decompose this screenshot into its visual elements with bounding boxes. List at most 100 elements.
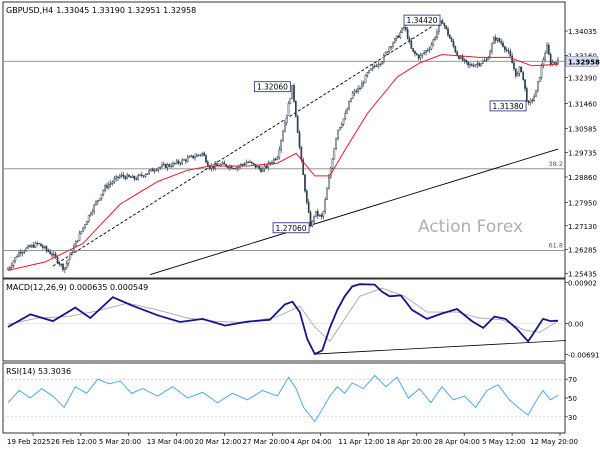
price-layer: 38.2 61.8 1.32060 1.27060 1.34420 1.31380 bbox=[3, 14, 565, 276]
candle-up bbox=[403, 26, 405, 29]
candle-down bbox=[445, 25, 448, 29]
candle-up bbox=[344, 113, 347, 120]
candle-up bbox=[419, 55, 422, 59]
candle-down bbox=[274, 158, 277, 160]
candle-up bbox=[425, 50, 427, 53]
candle-down bbox=[243, 164, 246, 166]
candle-down bbox=[269, 162, 272, 164]
candle-up bbox=[91, 211, 94, 215]
watermark-text: Action Forex bbox=[418, 217, 523, 237]
candle-up bbox=[74, 240, 77, 247]
candle-down bbox=[7, 268, 9, 270]
candle-up bbox=[14, 256, 17, 262]
candle-up bbox=[340, 123, 343, 128]
candle-up bbox=[109, 183, 112, 185]
candle-up bbox=[18, 251, 20, 257]
candle-up bbox=[12, 260, 15, 266]
price-annotation-box bbox=[253, 81, 291, 93]
candle-up bbox=[351, 92, 354, 99]
candle-up bbox=[476, 63, 479, 65]
candle-up bbox=[342, 118, 345, 125]
time-tick-label: 20 Mar 12:00 bbox=[195, 438, 242, 446]
candle-up bbox=[195, 154, 198, 158]
candle-down bbox=[555, 62, 558, 65]
candle-up bbox=[111, 181, 114, 184]
candle-up bbox=[197, 154, 200, 156]
candle-down bbox=[227, 166, 229, 169]
rsi-line bbox=[7, 374, 559, 423]
candle-up bbox=[434, 37, 437, 40]
rsi-panel bbox=[2, 362, 566, 434]
candle-up bbox=[469, 64, 471, 66]
candle-down bbox=[547, 44, 550, 55]
candle-up bbox=[161, 164, 163, 168]
candle-down bbox=[522, 71, 525, 80]
candle-down bbox=[164, 163, 167, 168]
candle-down bbox=[223, 162, 226, 165]
candle-down bbox=[507, 50, 510, 52]
candle-down bbox=[19, 251, 22, 254]
price-annotation-label: 1.34420 bbox=[407, 16, 438, 25]
candle-up bbox=[313, 215, 316, 222]
candle-down bbox=[309, 212, 312, 227]
candle-down bbox=[316, 211, 319, 216]
channel-dashed-line bbox=[52, 19, 443, 267]
candle-up bbox=[166, 164, 169, 168]
candle-up bbox=[267, 162, 270, 168]
candle-down bbox=[293, 85, 295, 102]
candle-up bbox=[16, 256, 19, 258]
candle-up bbox=[289, 98, 292, 104]
candle-up bbox=[485, 59, 488, 61]
candle-up bbox=[338, 127, 341, 131]
candle-up bbox=[326, 188, 328, 200]
price-annotation-label: 1.31380 bbox=[493, 102, 524, 111]
candle-up bbox=[153, 170, 156, 172]
candle-up bbox=[221, 162, 224, 165]
candle-up bbox=[533, 96, 536, 101]
candle-up bbox=[98, 198, 101, 201]
candle-up bbox=[518, 66, 521, 74]
candle-down bbox=[520, 66, 523, 73]
candle-up bbox=[93, 204, 96, 212]
macd-layer bbox=[3, 283, 567, 356]
candle-up bbox=[139, 174, 141, 176]
candle-up bbox=[542, 59, 545, 67]
candle-up bbox=[96, 200, 99, 203]
candle-down bbox=[355, 90, 358, 92]
candle-up bbox=[78, 233, 81, 241]
candle-up bbox=[249, 161, 251, 163]
candle-down bbox=[216, 163, 218, 166]
candle-down bbox=[447, 28, 449, 36]
candle-up bbox=[381, 61, 383, 65]
candle-up bbox=[150, 168, 152, 171]
candle-down bbox=[503, 46, 506, 51]
candle-up bbox=[188, 156, 191, 159]
candle-up bbox=[291, 85, 294, 99]
candle-down bbox=[265, 165, 268, 168]
candle-down bbox=[106, 185, 108, 188]
candle-up bbox=[544, 52, 547, 60]
candle-up bbox=[353, 90, 356, 94]
candle-up bbox=[95, 201, 97, 206]
candle-up bbox=[401, 27, 404, 33]
candle-down bbox=[300, 146, 303, 160]
candle-up bbox=[390, 46, 393, 48]
candle-down bbox=[525, 88, 528, 102]
candle-down bbox=[140, 174, 143, 176]
candle-down bbox=[135, 178, 138, 180]
candle-down bbox=[124, 176, 127, 180]
candle-down bbox=[452, 41, 455, 47]
candle-up bbox=[395, 35, 398, 39]
candle-up bbox=[126, 174, 129, 180]
candle-up bbox=[423, 52, 426, 54]
candle-up bbox=[557, 59, 559, 65]
candle-up bbox=[368, 69, 371, 74]
candle-up bbox=[146, 173, 149, 175]
candle-up bbox=[282, 131, 284, 141]
candle-up bbox=[492, 37, 495, 45]
rsi-title: RSI(14) 53.3036 bbox=[6, 367, 71, 376]
candle-up bbox=[201, 152, 204, 156]
candle-up bbox=[536, 81, 539, 91]
candle-up bbox=[87, 215, 90, 222]
